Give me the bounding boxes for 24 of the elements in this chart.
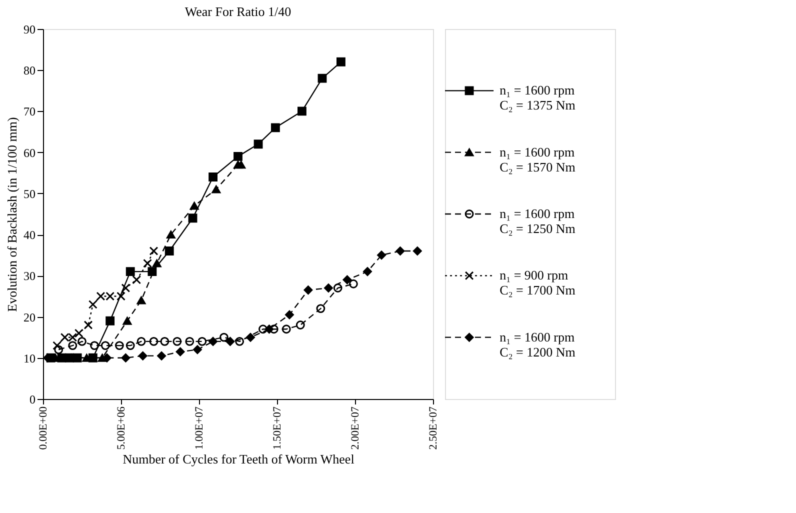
y-tick-label: 40	[24, 228, 36, 242]
legend-label: n₁ = 900 rpm C₂ = 1700 Nm	[500, 268, 576, 298]
legend-label: n₁ = 1600 rpm C₂ = 1200 Nm	[500, 329, 576, 360]
x-axis-title: Number of Cycles for Teeth of Worm Wheel	[122, 452, 355, 467]
y-tick-label: 50	[24, 186, 36, 201]
x-tick-label: 1.50E+07	[272, 406, 284, 450]
y-tick-label: 10	[24, 351, 36, 366]
x-tick-label: 2.00E+07	[350, 406, 362, 450]
y-axis-title: Evolution of Backlash (in 1/100 mm)	[4, 117, 20, 312]
x-tick-label: 2.50E+07	[428, 406, 440, 450]
y-tick-label: 30	[24, 269, 36, 284]
legend-label: n₁ = 1600 rpm C₂ = 1250 Nm	[500, 206, 576, 236]
y-tick-label: 90	[24, 22, 36, 36]
y-tick-label: 70	[24, 104, 36, 119]
y-tick-label: 0	[30, 392, 36, 406]
chart-title: Wear For Ratio 1/40	[184, 4, 292, 19]
x-tick-label: 5.00E+06	[116, 406, 128, 450]
x-tick-label: 1.00E+07	[194, 406, 206, 450]
y-tick-label: 60	[24, 146, 36, 160]
x-tick-label: 0.00E+00	[38, 406, 50, 450]
y-tick-label: 20	[24, 310, 36, 324]
legend-label: n₁ = 1600 rpm C₂ = 1375 Nm	[500, 82, 576, 113]
legend-label: n₁ = 1600 rpm C₂ = 1570 Nm	[500, 144, 576, 174]
y-tick-label: 80	[24, 64, 36, 78]
